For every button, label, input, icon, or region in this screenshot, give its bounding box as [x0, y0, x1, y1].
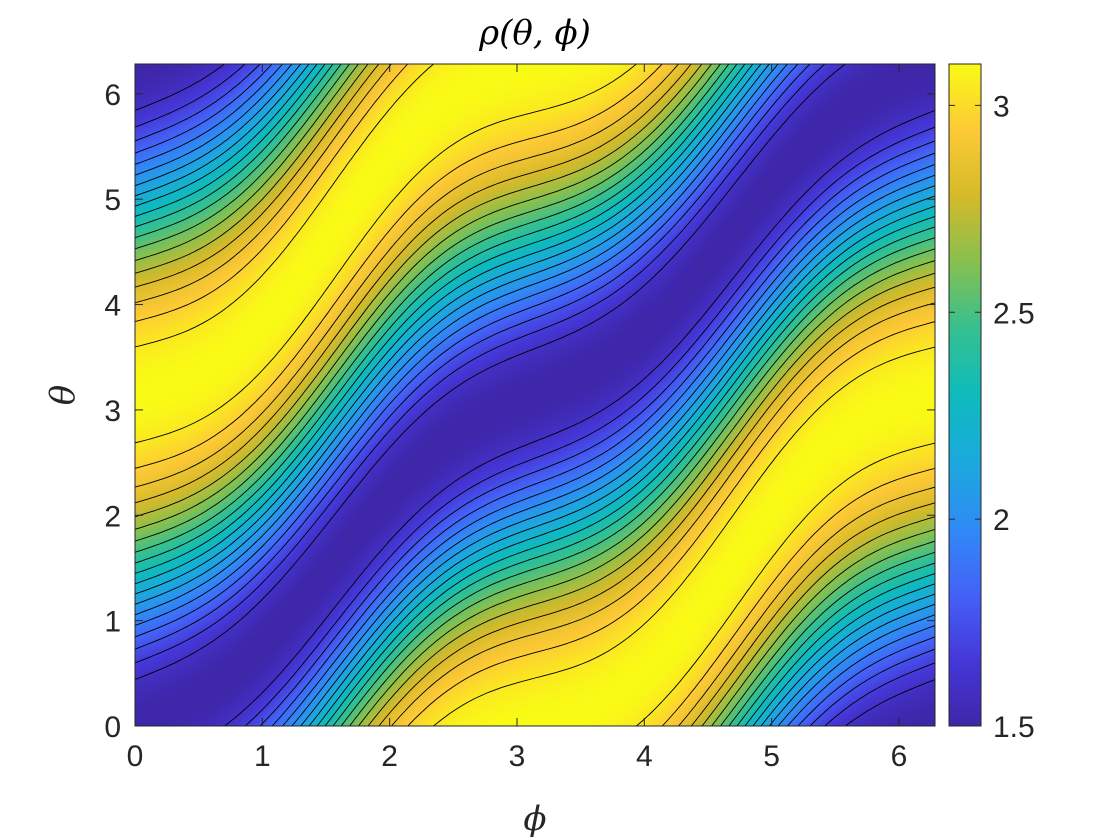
x-tick-label: 0 — [127, 740, 144, 773]
y-tick-label: 3 — [104, 395, 121, 428]
y-tick-label: 0 — [104, 711, 121, 744]
x-tick-label: 3 — [509, 740, 526, 773]
y-axis-label: θ — [43, 385, 83, 405]
colorbar-tick-label: 3 — [993, 90, 1010, 123]
contour-lines — [135, 64, 935, 726]
x-tick-label: 5 — [763, 740, 780, 773]
y-tick-label: 6 — [104, 79, 121, 112]
colorbar-frame — [948, 63, 982, 727]
plot-frame — [134, 63, 936, 727]
y-tick-label: 5 — [104, 184, 121, 217]
colorbar-tick-label: 2 — [993, 504, 1010, 537]
colorbar-tick-label: 2.5 — [993, 297, 1035, 330]
colorbar: 1.5 2 2.5 3 — [948, 63, 1035, 744]
x-tick-label: 4 — [636, 740, 653, 773]
x-axis-ticks: 0 1 2 3 4 5 6 — [127, 64, 908, 773]
colorbar-tick-label: 1.5 — [993, 711, 1035, 744]
heatmap-area — [135, 64, 935, 726]
x-axis-label: ϕ — [523, 799, 546, 839]
colorbar-ticks: 1.5 2 2.5 3 — [949, 90, 1035, 744]
y-tick-label: 2 — [104, 500, 121, 533]
y-axis-ticks: 0 1 2 3 4 5 6 — [104, 79, 935, 744]
colorbar-gradient — [949, 64, 981, 726]
x-tick-label: 6 — [891, 740, 908, 773]
contour-path — [135, 64, 935, 726]
chart-title: ρ(θ, ϕ) — [478, 13, 591, 53]
x-tick-label: 2 — [381, 740, 398, 773]
y-tick-label: 1 — [104, 606, 121, 639]
heatmap-image — [135, 64, 935, 726]
x-tick-label: 1 — [254, 740, 271, 773]
y-tick-label: 4 — [104, 290, 121, 323]
